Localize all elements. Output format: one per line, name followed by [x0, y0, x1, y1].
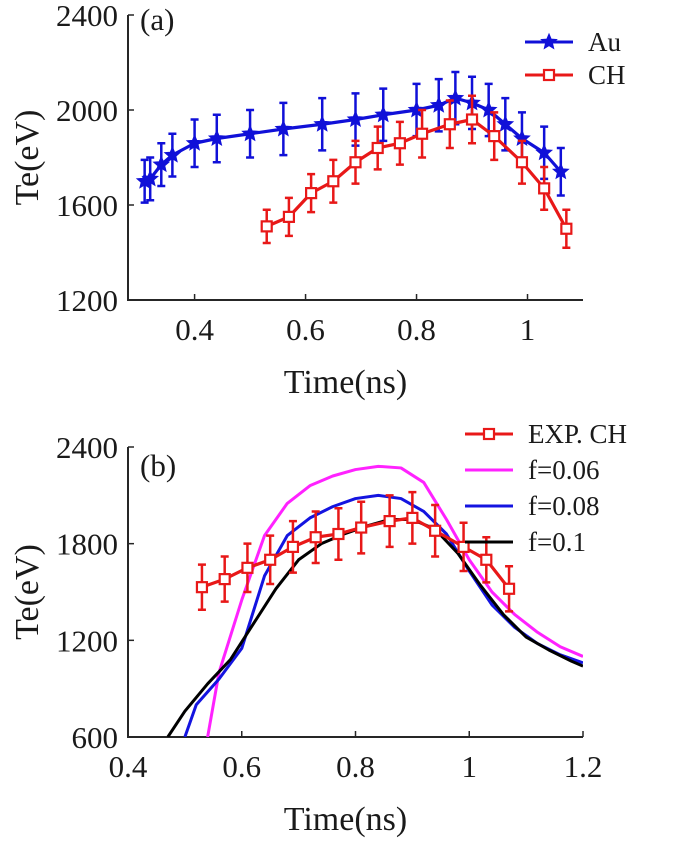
- data-point: [185, 133, 204, 151]
- legend-item-exp-ch: EXP. CH: [465, 419, 627, 449]
- data-point: [332, 527, 345, 541]
- data-point: [393, 137, 406, 150]
- x-axis-title: Time(ns): [284, 364, 407, 401]
- series-f-0-08: [183, 493, 583, 737]
- plot-area: [135, 70, 573, 249]
- series-f-0-06: [206, 464, 583, 737]
- legend-label: f=0.08: [528, 491, 599, 521]
- legend-marker: [542, 68, 556, 82]
- data-point: [195, 581, 209, 594]
- panel-b-chart: 0.4 0.6 0.8 1 1.2 600 1200 1800 2400 Time(ns) Te(e…: [9, 419, 627, 838]
- data-point: [374, 105, 393, 123]
- data-point: [286, 540, 300, 553]
- series-au: [135, 70, 570, 204]
- series-line-f-0-08: [183, 493, 583, 737]
- y-tick-label: 2400: [56, 430, 118, 465]
- x-tick-label: 1: [520, 312, 536, 347]
- x-tick-label: 0.6: [286, 312, 325, 347]
- data-point: [560, 222, 573, 235]
- data-point: [218, 573, 231, 586]
- data-point: [496, 114, 515, 132]
- data-point: [480, 553, 493, 566]
- data-point: [327, 175, 340, 188]
- plot-area: [166, 464, 583, 737]
- data-point: [465, 113, 479, 126]
- legend-item-ch: CH: [525, 60, 626, 90]
- legend-item-f-0-1: f=0.1: [465, 527, 586, 557]
- data-point: [383, 515, 396, 528]
- legend-label: f=0.06: [528, 455, 599, 485]
- series-line-f-0-06: [206, 464, 583, 737]
- data-point: [274, 119, 293, 137]
- panel-label: (a): [140, 2, 174, 37]
- data-point: [538, 182, 551, 195]
- data-point: [282, 210, 296, 223]
- data-point: [406, 511, 419, 524]
- data-point: [207, 129, 226, 147]
- data-point: [141, 169, 160, 187]
- data-point: [349, 156, 362, 169]
- data-point: [488, 130, 501, 143]
- data-point: [407, 100, 426, 118]
- x-tick-label: 0.8: [397, 312, 436, 347]
- legend-label: EXP. CH: [528, 419, 627, 449]
- data-point: [429, 524, 442, 537]
- legend-label: f=0.1: [528, 527, 586, 557]
- data-point: [346, 110, 365, 128]
- x-tick-label: 0.4: [109, 749, 148, 784]
- y-tick-label: 1200: [56, 623, 118, 658]
- data-point: [443, 118, 456, 131]
- data-point: [502, 582, 516, 595]
- series-f-0-1: [166, 518, 583, 737]
- data-point: [163, 145, 182, 163]
- data-point: [355, 521, 368, 534]
- data-point: [260, 220, 273, 233]
- y-tick-label: 1800: [56, 527, 118, 562]
- data-point: [152, 155, 171, 173]
- y-axis-title: Te(eV): [9, 544, 46, 640]
- data-point: [515, 156, 529, 169]
- x-tick-label: 0.8: [336, 749, 375, 784]
- data-point: [551, 162, 570, 180]
- data-point: [313, 114, 332, 132]
- legend-label: CH: [588, 60, 626, 90]
- y-tick-label: 1600: [56, 188, 118, 223]
- data-point: [415, 127, 429, 140]
- legend: EXP. CH f=0.06 f=0.08 f=0.1: [465, 419, 627, 557]
- y-tick-label: 1200: [56, 283, 118, 318]
- legend-label: Au: [588, 27, 621, 57]
- data-point: [309, 531, 322, 544]
- legend-marker: [482, 427, 496, 441]
- data-point: [429, 95, 448, 113]
- data-point: [457, 540, 470, 553]
- x-tick-label: 0.6: [222, 749, 261, 784]
- series-line-f-0-1: [166, 518, 583, 737]
- x-axis-title: Time(ns): [284, 801, 407, 838]
- y-tick-label: 2000: [56, 93, 118, 128]
- data-point: [241, 561, 254, 574]
- series-ch: [260, 94, 573, 249]
- data-point: [264, 553, 277, 566]
- series-exp-ch: [195, 490, 516, 613]
- y-tick-label: 600: [72, 720, 119, 755]
- legend-item-au: Au: [525, 27, 621, 57]
- legend-marker: [540, 32, 558, 50]
- y-axis-title: Te(eV): [9, 110, 46, 206]
- data-point: [371, 141, 384, 155]
- y-tick-label: 2400: [56, 0, 118, 33]
- legend-item-f-0-08: f=0.08: [465, 491, 599, 521]
- data-point: [241, 124, 259, 142]
- x-tick-label: 0.4: [175, 312, 214, 347]
- data-point: [305, 187, 318, 200]
- x-tick-label: 1: [462, 749, 478, 784]
- panel-a-chart: 0.4 0.6 0.8 1 1200 1600 2000 2400 Time(ns) Te(eV)…: [9, 0, 626, 401]
- data-point: [535, 143, 554, 161]
- panel-label: (b): [140, 448, 176, 483]
- x-tick-label: 1.2: [564, 749, 603, 784]
- legend-item-f-0-06: f=0.06: [465, 455, 599, 485]
